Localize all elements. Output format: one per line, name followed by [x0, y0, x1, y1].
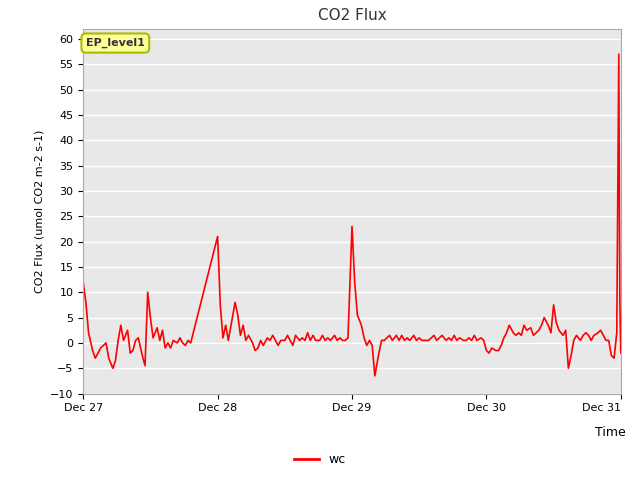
Title: CO2 Flux: CO2 Flux [317, 9, 387, 24]
Y-axis label: CO2 Flux (umol CO2 m-2 s-1): CO2 Flux (umol CO2 m-2 s-1) [35, 130, 45, 293]
Legend: wc: wc [289, 448, 351, 471]
Text: EP_level1: EP_level1 [86, 38, 145, 48]
X-axis label: Time: Time [595, 426, 625, 439]
